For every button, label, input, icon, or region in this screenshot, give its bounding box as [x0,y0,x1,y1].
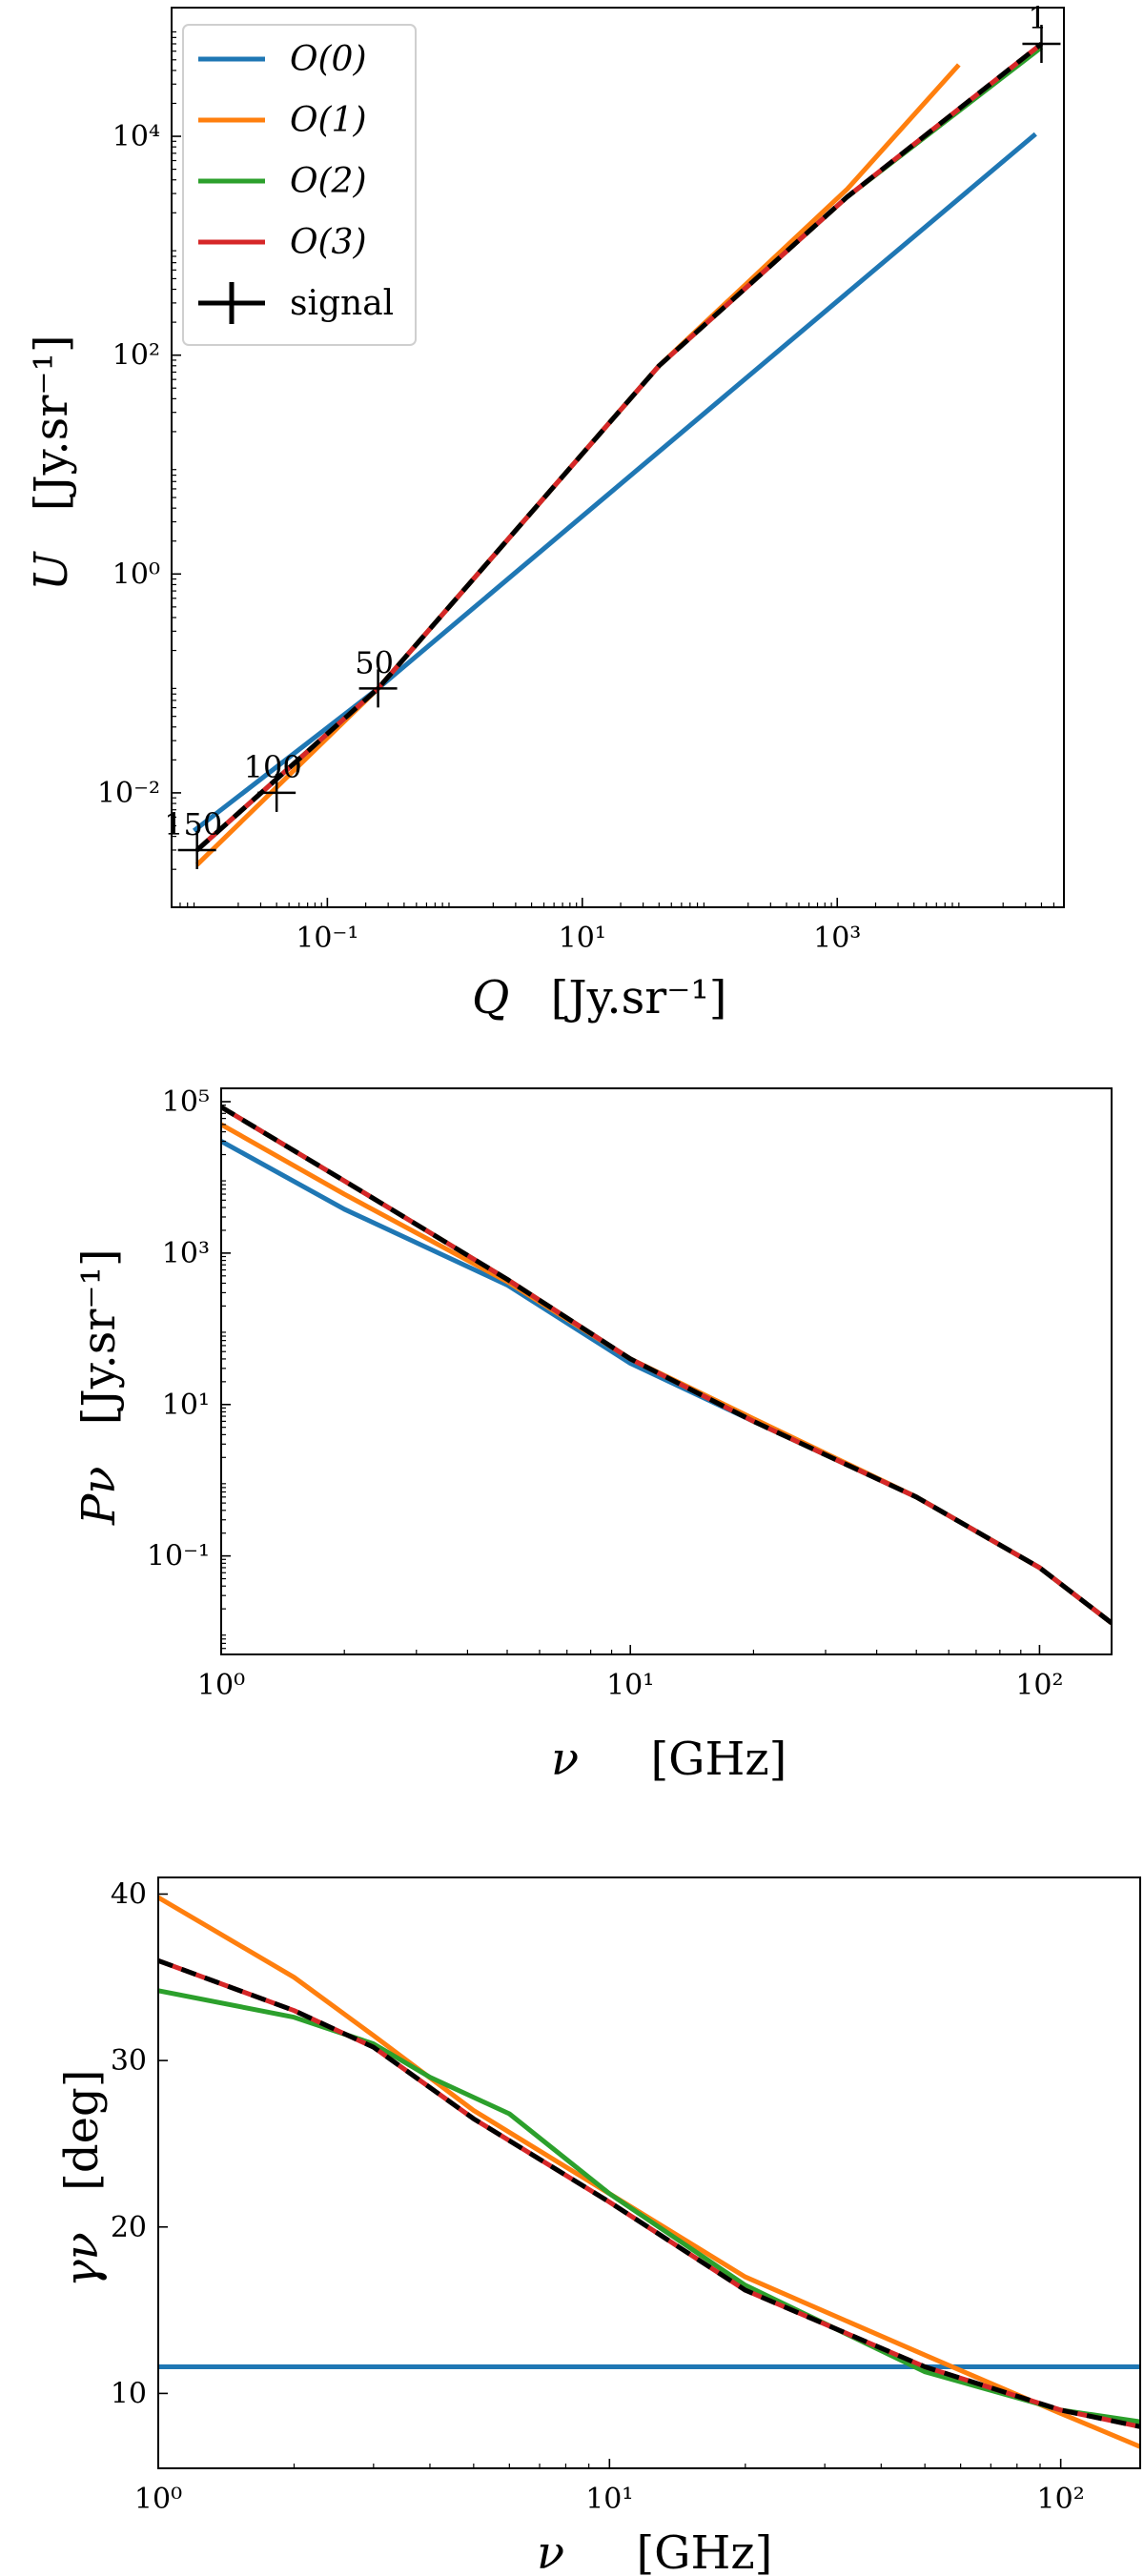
qu-xtick-label: 10³ [813,922,861,955]
qu-legend: O(0) O(1) O(2) O(3) signal [182,24,417,346]
frequency-annotation: 1 [1028,0,1047,36]
qu-series-signal [195,42,1044,852]
g-axis-labels: ν [GHz] γν [deg] [55,2070,772,2576]
p-ytick-label: 10¹ [162,1389,210,1422]
qu-plot-area [192,42,1044,867]
qu-xtick-label: 10⁻¹ [296,922,358,955]
polarized-intensity-chart: 10⁰ 10¹ 10² 10⁻¹ 10¹ 10³ 10⁵ ν [GHz] Pν [Jy.sr… [72,1085,1113,1786]
legend-item-o2: O(2) [198,162,367,201]
g-ytick-label: 10 [111,2377,147,2410]
g-axes-frame [157,1876,1141,2469]
g-series-o1 [158,1895,1140,2449]
qu-xtick-label: 10¹ [559,922,606,955]
g-series-o3 [158,1957,1140,2429]
qu-ytick-label: 10⁴ [112,120,160,153]
legend-label: signal [290,284,394,323]
p-plot-area [221,1105,1112,1625]
legend-label: O(1) [290,101,367,140]
qu-ytick-label: 10⁻² [97,777,160,810]
legend-item-signal: signal [198,282,394,324]
frequency-annotation: 150 [164,806,222,842]
g-xtick-label: 10¹ [585,2483,633,2516]
g-series-o2 [158,1988,1140,2424]
qu-plane-chart: 10⁻¹ 10¹ 10³ 10⁻² 10⁰ 10² 10⁴ Q [Jy.sr⁻¹] U [J… [25,0,1065,1024]
p-ytick-label: 10⁵ [162,1085,210,1119]
g-ytick-label: 30 [111,2044,147,2078]
legend-item-o1: O(1) [198,101,367,140]
p-series-o0 [221,1139,1112,1625]
qu-ticks: 10⁻¹ 10¹ 10³ 10⁻² 10⁰ 10² 10⁴ [97,30,1065,955]
g-ytick-label: 40 [111,1877,147,1911]
qu-x-label: Q [Jy.sr⁻¹] [472,971,726,1024]
p-series-o1 [221,1122,1112,1625]
qu-axis-labels: Q [Jy.sr⁻¹] U [Jy.sr⁻¹] [25,335,726,1024]
p-xtick-label: 10¹ [606,1669,654,1702]
p-axis-labels: ν [GHz] Pν [Jy.sr⁻¹] [72,1248,786,1786]
p-series-signal [221,1105,1112,1625]
legend-item-o0: O(0) [198,40,367,79]
frequency-annotation: 50 [355,644,394,680]
g-y-label: γν [deg] [55,2070,109,2287]
p-xtick-label: 10² [1015,1669,1063,1702]
p-axes-frame [220,1087,1113,1655]
qu-y-label: U [Jy.sr⁻¹] [25,335,78,591]
legend-label: O(0) [290,40,367,79]
qu-axes-frame [171,7,1065,908]
g-series-signal [158,1957,1140,2429]
g-x-label: ν [GHz] [537,2526,772,2576]
p-xtick-label: 10⁰ [197,1669,245,1702]
legend-item-o3: O(3) [198,223,367,262]
qu-ytick-label: 10⁰ [112,558,160,591]
frequency-annotation: 100 [244,749,302,785]
p-ytick-label: 10³ [162,1237,210,1270]
g-xtick-label: 10⁰ [134,2483,182,2516]
p-y-label: Pν [Jy.sr⁻¹] [72,1248,126,1526]
legend-box [182,24,417,346]
g-plot-area [158,1895,1140,2449]
polarization-angle-chart: 10⁰ 10¹ 10² 10 20 30 40 ν [GHz] γν [deg] [55,1876,1141,2576]
g-ticks: 10⁰ 10¹ 10² 10 20 30 40 [111,1877,1085,2516]
p-ytick-label: 10⁻¹ [147,1540,210,1573]
g-xtick-label: 10² [1037,2483,1085,2516]
legend-label: O(3) [290,223,367,262]
p-ticks: 10⁰ 10¹ 10² 10⁻¹ 10¹ 10³ 10⁵ [147,1085,1064,1702]
legend-label: O(2) [290,162,367,201]
qu-ytick-label: 10² [112,339,160,373]
g-ytick-label: 20 [111,2211,147,2244]
p-x-label: ν [GHz] [551,1733,786,1786]
